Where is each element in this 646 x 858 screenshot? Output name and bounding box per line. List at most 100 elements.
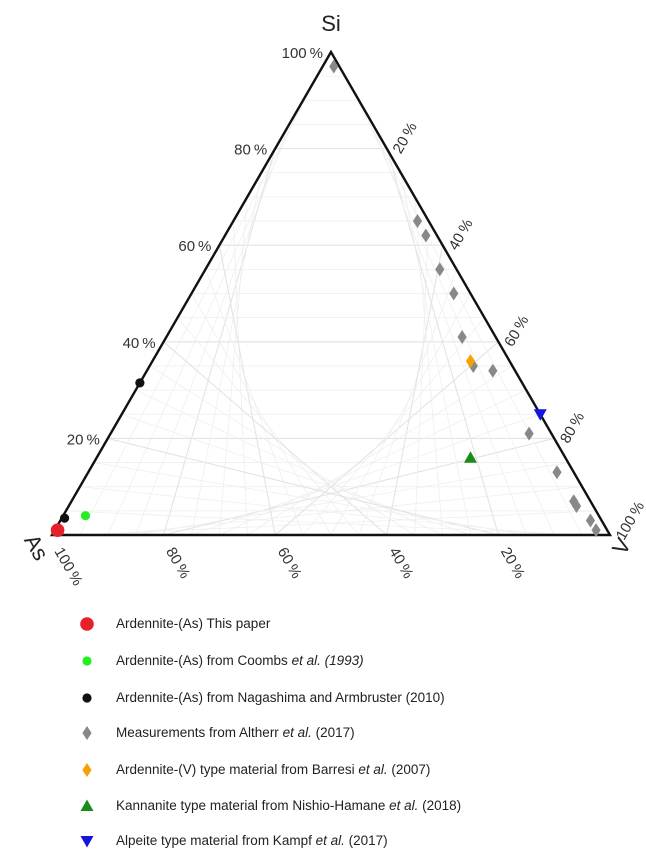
data-point-barresi [465,354,476,369]
grid-line [414,196,443,536]
vertex-label-si: Si [321,11,341,36]
legend-label-part: et al. [282,725,312,740]
grid-line [358,100,555,536]
grid-line [65,510,583,536]
legend-marker-barresi [82,763,92,777]
legend-label-nishio: Kannanite type material from Nishio-Hama… [116,798,461,813]
grid-line [177,317,360,536]
tick-label-si: 20 % [67,431,100,448]
data-point-nishio [464,451,477,463]
grid-line [107,437,499,536]
triangle-frame [49,49,613,537]
legend-label-part: Kannanite type material from Nishio-Hama… [116,798,390,813]
data-point-altherr [421,228,431,243]
legend-item-nishio: Kannanite type material from Nishio-Hama… [78,794,638,818]
legend-marker-nishio [80,799,94,811]
legend-item-kampf: Alpeite type material from Kampf et al. … [78,829,638,853]
grid-line [386,148,499,536]
corner-labels: Si As V [19,11,636,565]
grid-line [135,389,443,536]
grid-line [414,221,430,536]
legend-label-part: Ardennite-(As) This paper [116,616,271,631]
legend-label-part: Alpeite type material from Kampf [116,833,316,848]
legend-label-part: et al. (1993) [291,653,364,668]
grid-line [358,269,457,536]
tick-labels: 20 % 20 % 20 % 40 % 40 % 40 % 60 % 60 % 60 % 80 %… [51,45,646,589]
legend-item-barresi: Ardennite-(V) type material from Barresi… [78,758,638,782]
legend-label-part: Ardennite-(As) from Nagashima and Armbru… [116,690,445,705]
tick-label-v: 20 % [390,119,421,156]
legend-label-coombs: Ardennite-(As) from Coombs et al. (1993) [116,653,364,668]
data-point-altherr [571,499,582,514]
tick-label-as: 100 % [51,545,86,589]
legend-label-part: (2018) [418,798,462,813]
data-point-altherr [468,358,478,373]
data-point-altherr [488,363,498,378]
legend-item-coombs: Ardennite-(As) from Coombs et al. (1993) [78,649,638,673]
triangle-outline [49,49,613,537]
grid-line [121,413,471,536]
data-point-altherr [569,494,579,509]
legend-symbol-paper [80,617,94,631]
data-point-altherr [412,214,423,229]
legend-label-part: (2007) [387,762,431,777]
data-point-altherr [329,59,339,74]
legend-label-altherr: Measurements from Altherr et al. (2017) [116,725,355,740]
data-point-paper [50,523,65,537]
data-point-altherr [591,523,601,538]
data-point-altherr [585,513,596,528]
data-point-altherr [524,426,534,441]
legend-label-barresi: Ardennite-(V) type material from Barresi… [116,762,430,777]
legend-marker-paper [80,617,94,631]
tick-label-si: 100 % [282,45,323,62]
data-point-kampf [533,409,547,421]
data-point-altherr [457,329,467,344]
vertex-label-as: As [19,530,53,565]
grid-line [93,462,527,536]
data-point-altherr [552,465,562,480]
tick-label-si: 40 % [123,335,156,352]
legend-symbol-barresi [82,763,92,777]
legend-item-altherr: Measurements from Altherr et al. (2017) [78,721,638,745]
legend-marker-kampf [80,836,94,848]
legend-label-part: (2017) [311,725,355,740]
legend-label-part: et al. [358,762,388,777]
data-point-nagashima [59,513,70,523]
tick-label-v: 40 % [445,216,476,253]
tick-label-si: 60 % [178,238,211,255]
legend-symbol-altherr [82,726,92,740]
legend-item-paper: Ardennite-(As) This paper [78,612,638,636]
legend-marker-nagashima [82,693,92,703]
grid-line [163,341,388,536]
tick-label-as: 20 % [497,545,528,582]
tick-label-as: 80 % [162,545,193,582]
grid-line [400,172,471,536]
tick-label-si: 80 % [234,142,267,159]
ternary-grid [65,75,597,536]
legend-label-nagashima: Ardennite-(As) from Nagashima and Armbru… [116,690,445,705]
data-point-altherr [449,286,459,301]
legend-label-part: Ardennite-(As) from Coombs [116,653,292,668]
legend-label-part: (2017) [344,833,388,848]
data-point-coombs [80,511,91,521]
tick-label-as: 40 % [385,545,416,582]
legend-label-part: Measurements from Altherr [116,725,283,740]
grid-line [191,293,332,536]
legend-label-paper: Ardennite-(As) This paper [116,616,270,631]
legend-symbol-kampf [80,836,94,848]
legend-label-kampf: Alpeite type material from Kampf et al. … [116,833,388,848]
legend-label-part: et al. [389,798,419,813]
legend-symbol-nishio [80,799,94,811]
ternary-plot: 20 % 20 % 20 % 40 % 40 % 40 % 60 % 60 % 60 % 80 %… [19,11,646,589]
grid-line [344,75,583,536]
legend-symbol-coombs [82,656,92,666]
legend-label-part: Ardennite-(V) type material from Barresi [116,762,359,777]
legend-label-part: et al. [315,833,345,848]
data-point-altherr [435,262,445,277]
tick-label-as: 60 % [274,545,305,582]
tick-label-v: 60 % [501,313,532,350]
tick-label-v: 80 % [557,409,588,446]
data-point-nagashima [135,378,145,388]
grid-line [372,124,527,536]
legend-item-nagashima: Ardennite-(As) from Nagashima and Armbru… [78,686,638,710]
